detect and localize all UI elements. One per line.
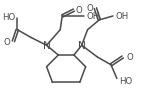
Text: O: O	[127, 53, 133, 62]
Text: OH: OH	[87, 12, 100, 21]
Text: O: O	[87, 4, 93, 13]
Text: O: O	[4, 38, 10, 46]
Text: N: N	[43, 41, 50, 51]
Text: O: O	[76, 6, 83, 15]
Text: N: N	[78, 41, 86, 51]
Text: HO: HO	[2, 13, 15, 22]
Text: HO: HO	[119, 76, 132, 85]
Text: OH: OH	[116, 12, 129, 21]
